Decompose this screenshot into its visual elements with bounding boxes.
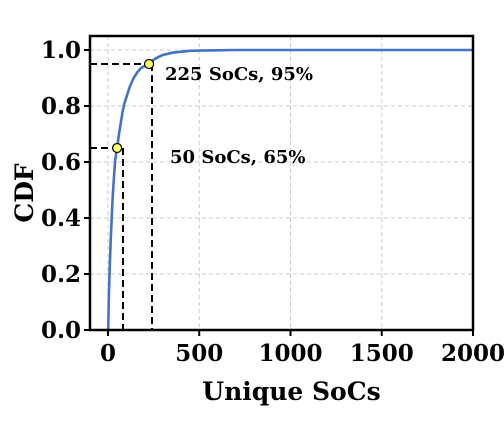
- x-tick-label-4: 2000: [441, 340, 504, 367]
- annotation-markers: [112, 58, 155, 154]
- annotation-marker-1: [112, 142, 123, 154]
- y-axis-ticks: 0.0 0.2 0.4 0.6 0.8 1.0: [41, 37, 90, 344]
- annotation-text-1: 50 SoCs, 65%: [170, 147, 305, 168]
- guide-lines: [90, 63, 153, 330]
- y-axis-label: CDF: [10, 163, 39, 223]
- y-tick-label-2: 0.4: [41, 205, 81, 232]
- y-tick-label-3: 0.6: [41, 149, 81, 176]
- plot-frame: [88, 34, 475, 332]
- annotation-marker-0: [143, 58, 155, 70]
- annotation-text-0: 225 SoCs, 95%: [165, 64, 313, 85]
- guide-line-0: [90, 63, 153, 330]
- x-tick-label-1: 500: [175, 340, 223, 367]
- y-tick-label-5: 1.0: [41, 37, 81, 64]
- y-tick-label-4: 0.8: [41, 93, 81, 120]
- annotations: 225 SoCs, 95% 50 SoCs, 65%: [165, 64, 313, 168]
- y-tick-label-0: 0.0: [41, 317, 81, 344]
- x-axis-ticks: 0 500 1000 1500 2000: [100, 330, 504, 367]
- x-tick-label-2: 1000: [258, 340, 322, 367]
- guide-line-1: [90, 147, 124, 330]
- x-axis-label: Unique SoCs: [202, 377, 380, 406]
- x-tick-label-3: 1500: [350, 340, 414, 367]
- x-tick-label-0: 0: [100, 340, 116, 367]
- cdf-series-line: [106, 48, 473, 331]
- y-tick-label-1: 0.2: [41, 261, 81, 288]
